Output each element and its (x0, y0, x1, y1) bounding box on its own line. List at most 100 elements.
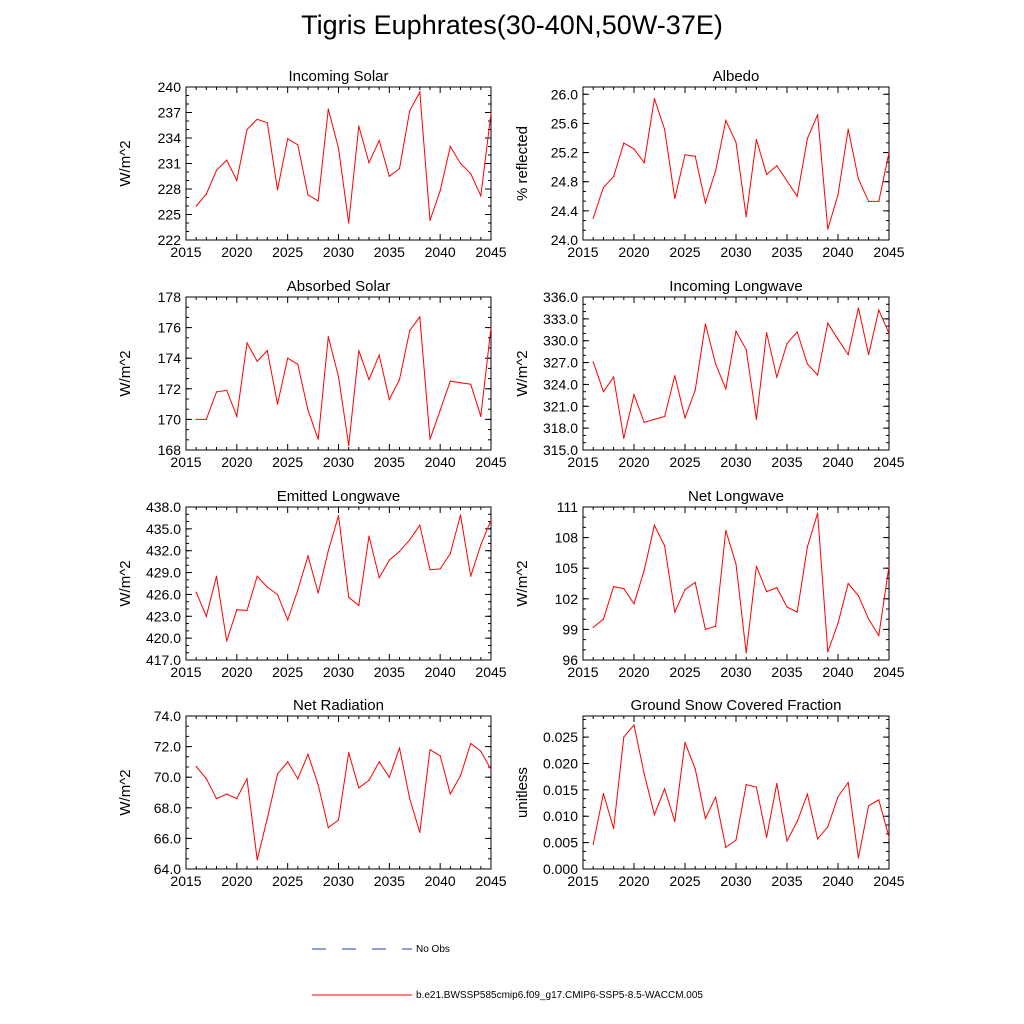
x-tick-label-ground-snow-covered-fraction: 2030 (720, 873, 751, 889)
data-point-incoming-longwave (755, 418, 758, 420)
y-tick-label-ground-snow-covered-fraction: 0.025 (543, 729, 578, 745)
y-tick-label-incoming-solar: 231 (158, 156, 182, 172)
data-point-absorbed-solar (388, 398, 390, 401)
plot-frame-incoming-longwave (582, 296, 890, 451)
data-point-albedo (633, 148, 635, 150)
data-point-net-radiation (205, 778, 207, 780)
x-tick-label-absorbed-solar: 2015 (170, 454, 201, 470)
data-point-albedo (796, 195, 798, 197)
data-point-net-longwave (766, 591, 768, 593)
data-point-absorbed-solar (449, 380, 451, 382)
data-point-net-longwave (878, 634, 880, 637)
data-point-incoming-solar (470, 173, 472, 175)
data-point-ground-snow-covered-fraction (796, 820, 798, 823)
x-tick-label-incoming-longwave: 2020 (618, 454, 649, 470)
x-tick-label-net-radiation: 2045 (475, 873, 506, 889)
y-tick-label-net-longwave: 96 (562, 652, 578, 668)
data-point-incoming-solar (419, 91, 421, 93)
panel-incoming-longwave: Incoming Longwave W/m^2 2015 2020 2025 2030 20… (514, 278, 905, 470)
data-point-ground-snow-covered-fraction (776, 782, 778, 785)
data-point-net-radiation (470, 742, 472, 745)
data-point-incoming-solar (348, 222, 350, 224)
data-point-ground-snow-covered-fraction (878, 799, 880, 801)
data-point-absorbed-solar (409, 330, 411, 332)
panel-title-emitted-longwave: Emitted Longwave (277, 488, 400, 505)
y-tick-label-incoming-longwave: 336.0 (543, 289, 578, 305)
y-axis-label-albedo: % reflected (514, 126, 531, 201)
data-point-net-radiation (429, 749, 431, 751)
x-tick-label-ground-snow-covered-fraction: 2015 (567, 873, 598, 889)
y-tick-label-net-radiation: 66.0 (154, 830, 181, 846)
data-point-incoming-solar (195, 205, 197, 207)
data-point-albedo (735, 141, 737, 143)
data-point-ground-snow-covered-fraction (643, 773, 645, 775)
y-tick-label-incoming-solar: 228 (158, 181, 182, 197)
data-point-albedo (817, 114, 819, 116)
data-point-absorbed-solar (236, 415, 238, 417)
data-point-incoming-longwave (684, 417, 686, 419)
x-tick-label-net-longwave: 2020 (618, 664, 649, 680)
data-point-incoming-longwave (694, 389, 696, 391)
x-tick-label-net-radiation: 2015 (170, 873, 201, 889)
data-point-net-longwave (837, 622, 839, 624)
data-point-net-longwave (786, 606, 788, 608)
data-point-absorbed-solar (459, 382, 462, 384)
data-point-ground-snow-covered-fraction (847, 781, 849, 784)
panels-group: Incoming Solar W/m^2 2015 2020 2025 2030 2035 2… (117, 68, 905, 889)
data-point-absorbed-solar (276, 403, 279, 405)
y-axis-label-ground-snow-covered-fraction: unitless (514, 767, 531, 818)
data-point-emitted-longwave (388, 559, 390, 561)
y-tick-label-net-longwave: 105 (555, 560, 579, 576)
series-line-incoming-solar (195, 90, 492, 224)
data-point-ground-snow-covered-fraction (633, 724, 635, 726)
y-tick-label-incoming-solar: 225 (158, 207, 182, 223)
x-tick-label-net-longwave: 2035 (771, 664, 802, 680)
y-axis-label-emitted-longwave: W/m^2 (117, 560, 134, 606)
data-point-ground-snow-covered-fraction (755, 786, 758, 788)
plot-frame-emitted-longwave (185, 506, 492, 661)
data-point-ground-snow-covered-fraction (766, 836, 768, 838)
data-point-emitted-longwave (297, 589, 299, 591)
y-tick-label-albedo: 25.6 (551, 115, 578, 131)
data-point-absorbed-solar (205, 418, 207, 420)
y-tick-label-absorbed-solar: 170 (158, 411, 182, 427)
panel-net-radiation: Net Radiation W/m^2 2015 2020 2025 2030 2035 20… (117, 697, 507, 889)
x-tick-label-ground-snow-covered-fraction: 2035 (771, 873, 802, 889)
x-tick-label-incoming-longwave: 2025 (669, 454, 700, 470)
x-tick-label-absorbed-solar: 2020 (221, 454, 252, 470)
data-point-incoming-solar (378, 139, 380, 142)
data-point-incoming-longwave (704, 323, 707, 325)
data-point-emitted-longwave (480, 544, 482, 546)
data-point-incoming-longwave (868, 353, 870, 356)
data-point-absorbed-solar (378, 354, 380, 356)
data-point-net-longwave (643, 569, 645, 571)
data-point-net-longwave (796, 611, 798, 613)
y-tick-label-incoming-longwave: 321.0 (543, 398, 578, 414)
data-point-net-radiation (287, 761, 289, 763)
data-point-emitted-longwave (266, 586, 268, 588)
data-point-net-longwave (817, 512, 819, 514)
y-tick-label-net-radiation: 64.0 (154, 861, 181, 877)
data-point-absorbed-solar (470, 383, 472, 385)
y-axis-label-net-radiation: W/m^2 (117, 769, 134, 815)
x-tick-label-net-longwave: 2045 (873, 664, 904, 680)
data-point-incoming-longwave (745, 348, 747, 351)
data-point-albedo (857, 178, 860, 180)
x-tick-label-emitted-longwave: 2025 (272, 664, 303, 680)
data-point-ground-snow-covered-fraction (653, 814, 656, 816)
x-tick-label-incoming-solar: 2025 (272, 244, 303, 260)
data-point-emitted-longwave (490, 519, 492, 521)
data-point-incoming-solar (327, 108, 329, 110)
data-point-emitted-longwave (317, 592, 319, 594)
data-point-emitted-longwave (236, 609, 238, 611)
data-point-albedo (664, 128, 666, 130)
data-point-emitted-longwave (449, 553, 451, 555)
x-tick-label-incoming-solar: 2020 (221, 244, 252, 260)
data-point-absorbed-solar (246, 342, 248, 344)
x-tick-label-emitted-longwave: 2030 (323, 664, 354, 680)
data-point-net-longwave (745, 652, 747, 654)
x-tick-label-emitted-longwave: 2015 (170, 664, 201, 680)
data-point-albedo (602, 186, 605, 189)
data-point-net-radiation (215, 798, 218, 800)
panel-title-incoming-longwave: Incoming Longwave (669, 278, 802, 295)
